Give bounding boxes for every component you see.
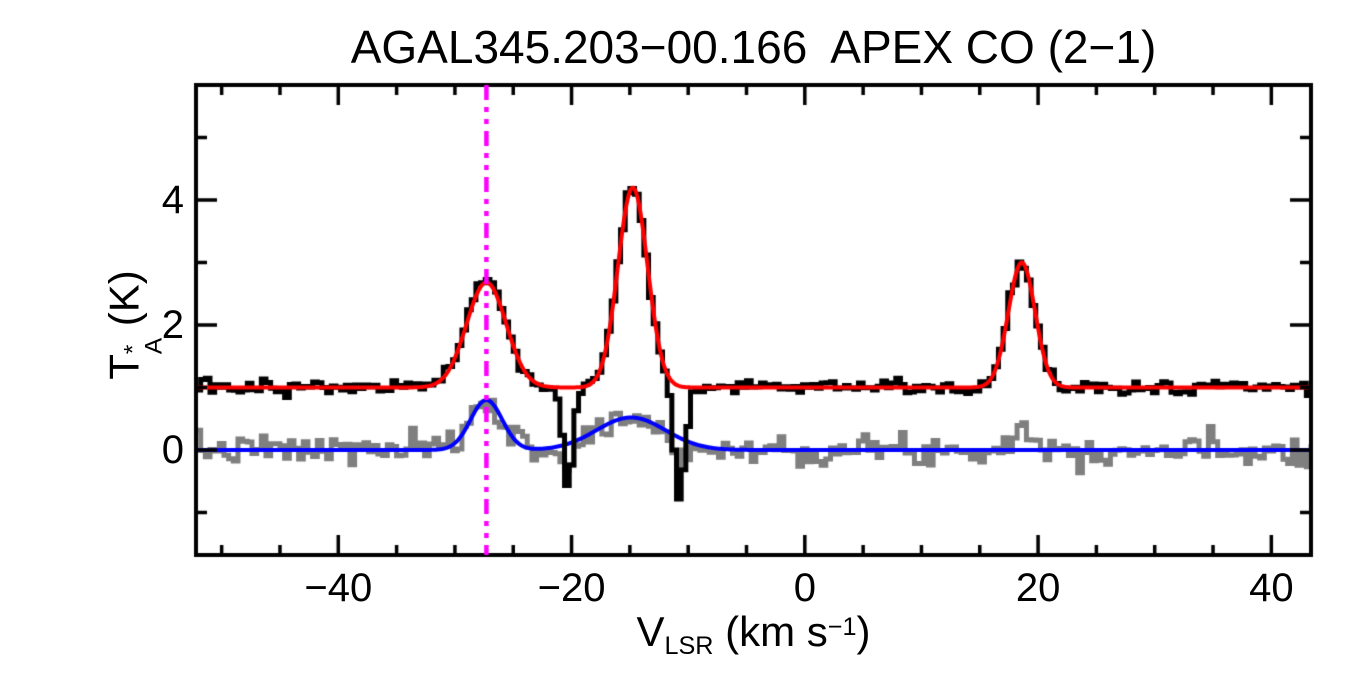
- x-axis-unit-prefix: (km s: [713, 608, 828, 655]
- x-tick-label: 20: [1015, 566, 1061, 610]
- y-tick-label: 4: [161, 178, 184, 222]
- x-tick-label: −40: [304, 566, 373, 610]
- x-axis-symbol: V: [636, 608, 665, 655]
- x-tick-label: 0: [793, 566, 816, 610]
- x-tick-label: −20: [537, 566, 606, 610]
- x-axis-exponent: −1: [827, 612, 857, 641]
- y-tick-label: 2: [161, 303, 184, 347]
- x-tick-label: 40: [1249, 566, 1294, 610]
- x-axis-unit-suffix: ): [856, 608, 871, 655]
- x-axis-label: VLSR (km s−1): [196, 608, 1311, 661]
- plot-title: AGAL345.203−00.166 APEX CO (2−1): [350, 21, 1157, 73]
- y-tick-label: 0: [161, 428, 184, 472]
- y-axis-symbol: T: [100, 354, 148, 380]
- x-axis-subscript: LSR: [664, 632, 714, 661]
